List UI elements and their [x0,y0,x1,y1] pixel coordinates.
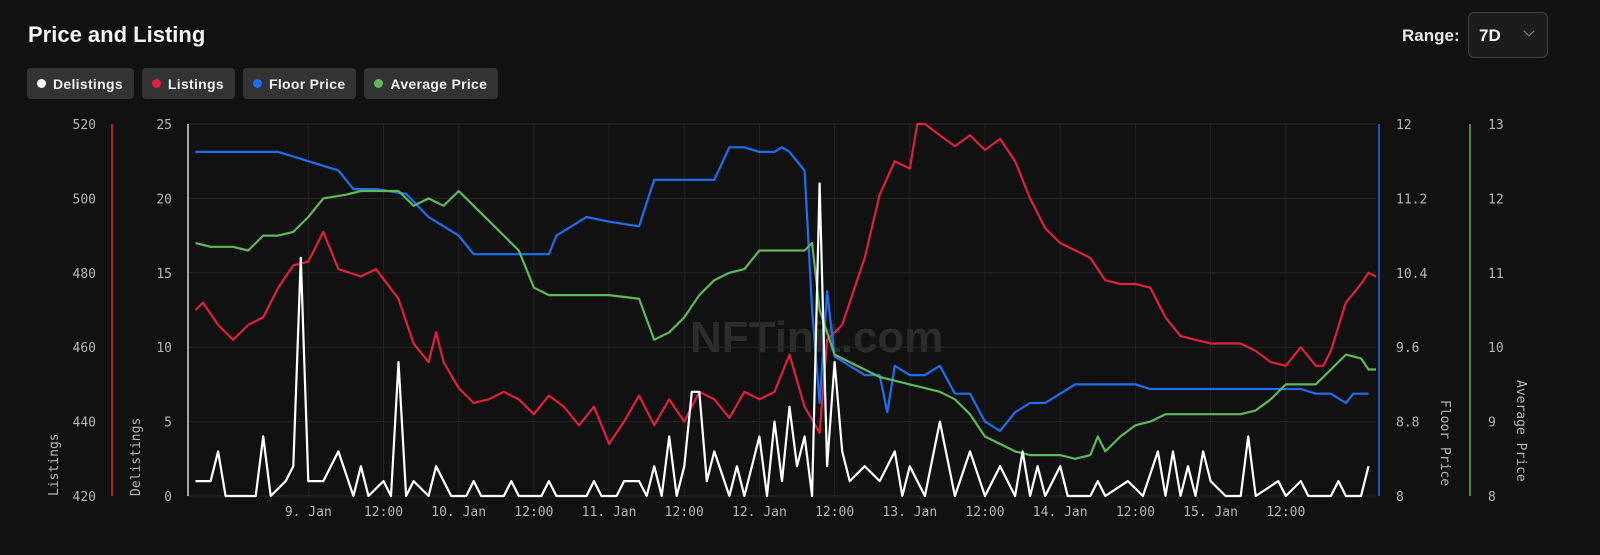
legend-label: Floor Price [268,75,346,92]
listings-tick-label: 460 [73,341,96,356]
average-tick-label: 10 [1488,341,1504,356]
x-tick-label: 9. Jan [285,505,332,520]
x-tick-label: 15. Jan [1183,505,1238,520]
floor-tick-label: 8 [1396,490,1404,505]
chart-title: Price and Listing [28,22,206,47]
legend-label: Delistings [53,75,123,92]
floor-tick-label: 11.2 [1396,192,1427,207]
listings-tick-label: 520 [73,118,96,133]
x-tick-label: 12. Jan [732,505,787,520]
x-tick-label: 12:00 [1116,505,1155,520]
range-label: Range: [1402,26,1460,45]
legend-label: Average Price [390,75,488,92]
series-line-average-price [195,189,1376,460]
average-tick-label: 12 [1488,192,1504,207]
listings-tick-label: 500 [73,192,96,207]
x-tick-label: 12:00 [815,505,854,520]
range-selected-value: 7D [1479,26,1501,45]
delistings-tick-label: 15 [156,267,172,282]
range-dropdown[interactable]: 7D [1468,12,1548,58]
average-tick-label: 13 [1488,118,1504,133]
legend-dot-icon [151,79,161,88]
delistings-tick-label: 5 [164,416,172,431]
legend-item-average-price[interactable]: Average Price [364,68,499,99]
x-tick-label: 11. Jan [582,505,637,520]
legend-item-delistings[interactable]: Delistings [27,68,134,99]
delistings-tick-label: 25 [156,118,172,133]
legend-label: Listings [167,75,224,92]
delistings-tick-label: 10 [156,341,172,356]
x-tick-label: 10. Jan [431,505,486,520]
listings-axis-title: Listings [47,433,62,496]
floor-tick-label: 12 [1396,118,1412,133]
listings-tick-label: 480 [73,267,96,282]
legend: Delistings Listings Floor Price Average … [27,68,499,99]
delistings-tick-label: 20 [156,192,172,207]
listings-tick-label: 420 [73,490,96,505]
legend-dot-icon [252,79,262,88]
series-line-delistings [195,182,1370,498]
x-tick-label: 12:00 [665,505,704,520]
legend-item-listings[interactable]: Listings [141,68,235,99]
floor-tick-label: 8.8 [1396,416,1419,431]
average-tick-label: 9 [1488,416,1496,431]
average-tick-label: 8 [1488,490,1496,505]
legend-item-floor-price[interactable]: Floor Price [242,68,357,99]
series-line-listings [194,122,1377,445]
floor-axis-title: Floor Price [1437,400,1452,486]
x-tick-label: 12:00 [364,505,403,520]
x-tick-label: 13. Jan [882,505,937,520]
legend-dot-icon [37,79,46,88]
x-tick-label: 12:00 [965,505,1004,520]
average-axis-title: Average Price [1513,380,1528,482]
legend-dot-icon [374,79,384,88]
x-tick-label: 12:00 [1266,505,1305,520]
floor-tick-label: 10.4 [1396,267,1427,282]
average-tick-label: 11 [1488,267,1504,282]
x-tick-label: 14. Jan [1033,505,1088,520]
delistings-axis-title: Delistings [129,418,144,496]
listings-tick-label: 440 [73,416,96,431]
delistings-tick-label: 0 [164,490,172,505]
floor-tick-label: 9.6 [1396,341,1419,356]
series-line-floor-price [195,146,1369,432]
x-tick-label: 12:00 [514,505,553,520]
